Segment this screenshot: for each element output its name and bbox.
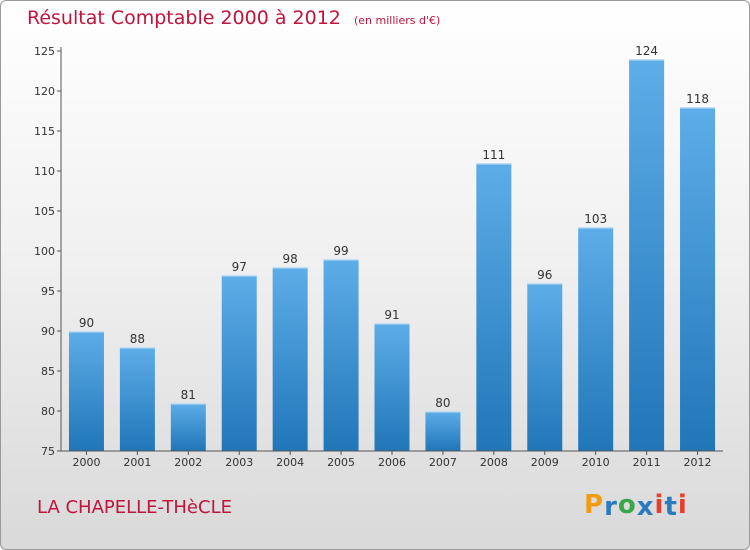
logo-letter: o <box>617 490 637 520</box>
x-tick-label-2006: 2006 <box>378 456 406 469</box>
x-tick-label-2011: 2011 <box>633 456 661 469</box>
data-label-2005: 99 <box>333 244 348 258</box>
chart-title-block: Résultat Comptable 2000 à 2012 (en milli… <box>27 7 440 29</box>
x-tick-label-2005: 2005 <box>327 456 355 469</box>
axis-layer: 2000 2001 2002 2003 2004 2005 2006 2007 2008 2009… <box>34 45 723 469</box>
x-tick-label-2000: 2000 <box>72 456 100 469</box>
y-tick-label-95: 95 <box>41 285 55 298</box>
y-tick-label-85: 85 <box>41 365 55 378</box>
bar-highlight <box>323 259 359 261</box>
x-tick-label-2010: 2010 <box>582 456 610 469</box>
bar-highlight <box>272 267 308 269</box>
logo-letter: i <box>654 490 665 520</box>
y-tick-label-75: 75 <box>41 445 55 458</box>
data-label-2002: 81 <box>181 388 196 402</box>
bar-2009 <box>527 283 563 451</box>
bar-highlight <box>374 323 410 325</box>
bar-highlight <box>221 275 257 277</box>
bar-2005 <box>323 259 359 451</box>
bars-layer: 90 88 81 97 98 99 91 80 111 96 103 124 118 <box>68 44 716 451</box>
data-label-2003: 97 <box>232 260 247 274</box>
proxiti-logo: Proxiti <box>584 490 688 522</box>
bar-2003 <box>221 275 257 451</box>
y-tick-label-115: 115 <box>34 125 55 138</box>
bar-highlight <box>578 227 614 229</box>
y-tick-label-105: 105 <box>34 205 55 218</box>
y-tick-label-100: 100 <box>34 245 55 258</box>
logo-letter: P <box>584 490 605 520</box>
bar-2002 <box>170 403 206 451</box>
bar-highlight <box>680 107 716 109</box>
chart-title: Résultat Comptable 2000 à 2012 <box>27 7 341 29</box>
data-label-2007: 80 <box>435 396 450 410</box>
data-label-2001: 88 <box>130 332 145 346</box>
data-label-2006: 91 <box>384 308 399 322</box>
logo-letter: r <box>604 492 618 522</box>
x-tick-label-2009: 2009 <box>531 456 559 469</box>
logo-letter: i <box>677 490 688 520</box>
bar-highlight <box>68 331 104 333</box>
bar-highlight <box>119 347 155 349</box>
bar-2000 <box>68 331 104 451</box>
bar-2006 <box>374 323 410 451</box>
x-tick-label-2003: 2003 <box>225 456 253 469</box>
x-tick-label-2007: 2007 <box>429 456 457 469</box>
data-label-2010: 103 <box>584 212 607 226</box>
bar-2012 <box>680 107 716 451</box>
bar-highlight <box>170 403 206 405</box>
y-tick-label-90: 90 <box>41 325 55 338</box>
data-label-2008: 111 <box>482 148 505 162</box>
data-label-2011: 124 <box>635 44 658 58</box>
x-tick-label-2002: 2002 <box>174 456 202 469</box>
x-tick-label-2001: 2001 <box>123 456 151 469</box>
y-tick-label-120: 120 <box>34 85 55 98</box>
chart-unit: (en milliers d'€) <box>353 14 441 27</box>
bar-highlight <box>476 163 512 165</box>
bar-highlight <box>629 59 665 61</box>
bar-highlight <box>527 283 563 285</box>
bar-2007 <box>425 411 461 451</box>
bar-2010 <box>578 227 614 451</box>
y-tick-label-80: 80 <box>41 405 55 418</box>
x-tick-label-2012: 2012 <box>684 456 712 469</box>
bar-2001 <box>119 347 155 451</box>
x-tick-label-2008: 2008 <box>480 456 508 469</box>
logo-letter: t <box>664 492 678 522</box>
data-label-2000: 90 <box>79 316 94 330</box>
data-label-2009: 96 <box>537 268 552 282</box>
data-label-2012: 118 <box>686 92 709 106</box>
commune-name: LA CHAPELLE-THèCLE <box>37 497 232 518</box>
y-tick-label-110: 110 <box>34 165 55 178</box>
y-tick-label-125: 125 <box>34 45 55 58</box>
bar-highlight <box>425 411 461 413</box>
bar-2011 <box>629 59 665 451</box>
logo-letter: x <box>636 492 655 522</box>
x-tick-label-2004: 2004 <box>276 456 304 469</box>
bar-2004 <box>272 267 308 451</box>
bar-2008 <box>476 163 512 451</box>
data-label-2004: 98 <box>283 252 298 266</box>
